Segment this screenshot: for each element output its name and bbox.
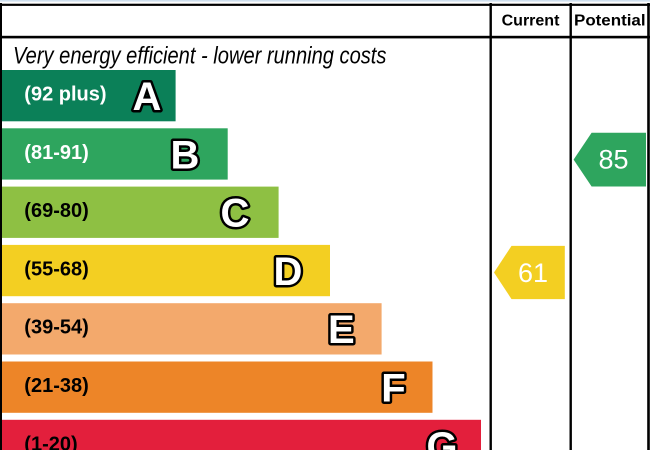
svg-text:D: D (274, 250, 303, 294)
svg-text:Very energy efficient - lower: Very energy efficient - lower running co… (13, 42, 386, 69)
svg-text:61: 61 (518, 258, 548, 288)
svg-text:C: C (221, 192, 250, 236)
svg-text:F: F (381, 367, 405, 411)
svg-text:(69-80): (69-80) (24, 200, 88, 222)
svg-text:(1-20): (1-20) (24, 433, 77, 450)
svg-text:85: 85 (598, 145, 628, 175)
svg-text:A: A (132, 75, 161, 119)
svg-text:G: G (426, 425, 457, 450)
svg-text:(21-38): (21-38) (24, 375, 88, 397)
svg-text:(92 plus): (92 plus) (24, 84, 106, 106)
svg-text:B: B (171, 133, 200, 177)
svg-text:Current: Current (502, 13, 560, 30)
svg-text:E: E (328, 308, 355, 352)
svg-text:(81-91): (81-91) (24, 142, 88, 164)
svg-text:(39-54): (39-54) (24, 317, 88, 339)
svg-text:Potential: Potential (574, 12, 646, 29)
svg-text:(55-68): (55-68) (24, 258, 88, 280)
